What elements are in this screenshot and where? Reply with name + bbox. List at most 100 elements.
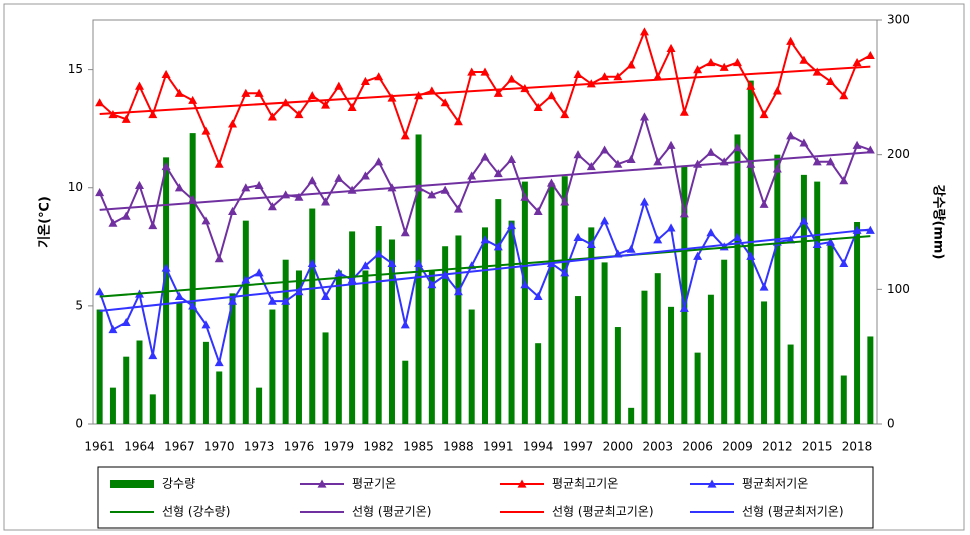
marker bbox=[148, 350, 158, 360]
marker bbox=[679, 209, 689, 218]
marker bbox=[188, 195, 198, 204]
marker bbox=[573, 69, 583, 78]
marker bbox=[214, 159, 224, 168]
marker bbox=[360, 76, 370, 86]
marker bbox=[267, 202, 277, 211]
marker bbox=[480, 235, 490, 244]
marker bbox=[387, 93, 397, 102]
marker bbox=[786, 36, 796, 45]
bar bbox=[721, 259, 728, 424]
marker bbox=[520, 280, 530, 289]
bar bbox=[840, 375, 847, 424]
bar bbox=[295, 270, 302, 424]
marker bbox=[201, 216, 211, 225]
trend-line bbox=[99, 235, 871, 298]
legend-label: 선형 (평균최고기온) bbox=[552, 505, 654, 519]
bar bbox=[428, 270, 435, 424]
marker bbox=[307, 258, 317, 267]
marker bbox=[639, 197, 649, 206]
bar bbox=[269, 309, 276, 424]
marker bbox=[746, 81, 756, 90]
y2-axis-title: 강수량(mm) bbox=[931, 185, 947, 260]
marker bbox=[799, 138, 809, 147]
bar bbox=[654, 273, 661, 424]
trend-line bbox=[99, 65, 871, 116]
legend-marker bbox=[317, 479, 327, 488]
bar bbox=[535, 343, 542, 424]
marker bbox=[586, 239, 596, 249]
marker bbox=[772, 164, 782, 173]
marker bbox=[188, 95, 198, 104]
marker bbox=[507, 74, 517, 83]
marker bbox=[626, 244, 636, 253]
marker bbox=[825, 76, 835, 86]
marker bbox=[254, 180, 264, 189]
x-tick-label: 1985 bbox=[403, 440, 434, 454]
legend-marker bbox=[517, 479, 527, 488]
bar bbox=[455, 235, 462, 424]
bar bbox=[521, 181, 528, 424]
marker bbox=[121, 211, 131, 220]
legend-label: 선형 (평균기온) bbox=[352, 505, 431, 519]
marker bbox=[294, 110, 304, 119]
marker bbox=[374, 72, 384, 81]
marker bbox=[294, 287, 304, 296]
bar bbox=[827, 244, 834, 424]
marker bbox=[228, 119, 238, 128]
marker bbox=[706, 58, 716, 67]
trend-line bbox=[99, 228, 871, 312]
marker bbox=[135, 81, 145, 90]
bar bbox=[176, 302, 183, 424]
bar bbox=[575, 296, 582, 424]
marker bbox=[759, 199, 769, 208]
x-tick-label: 1970 bbox=[204, 440, 235, 454]
bar bbox=[216, 371, 223, 424]
bar bbox=[349, 231, 356, 424]
marker bbox=[493, 242, 503, 251]
bar bbox=[681, 165, 688, 424]
legend-label: 선형 (평균최저기온) bbox=[742, 505, 844, 519]
marker bbox=[732, 143, 742, 152]
legend-border bbox=[97, 466, 874, 529]
marker bbox=[374, 157, 384, 166]
bar bbox=[189, 133, 196, 424]
marker bbox=[427, 86, 437, 95]
y-axis-title: 기온(℃) bbox=[38, 196, 53, 248]
x-tick-label: 1961 bbox=[84, 440, 115, 454]
marker bbox=[493, 88, 503, 97]
marker bbox=[626, 154, 636, 163]
x-tick-label: 2006 bbox=[682, 440, 713, 454]
marker bbox=[453, 204, 463, 213]
marker bbox=[639, 112, 649, 121]
y-tick-label: 10 bbox=[68, 180, 83, 194]
marker bbox=[812, 67, 822, 76]
bar bbox=[442, 246, 449, 424]
marker bbox=[148, 221, 158, 230]
marker bbox=[254, 268, 264, 277]
bar bbox=[588, 227, 595, 424]
marker bbox=[746, 251, 756, 260]
y-tick-label: 0 bbox=[75, 417, 83, 431]
marker bbox=[161, 69, 171, 78]
marker bbox=[573, 150, 583, 159]
x-tick-label: 1964 bbox=[124, 440, 155, 454]
marker bbox=[307, 176, 317, 185]
bar bbox=[614, 327, 621, 424]
marker bbox=[799, 216, 809, 225]
bar bbox=[854, 222, 861, 424]
marker bbox=[201, 126, 211, 135]
marker bbox=[467, 171, 477, 180]
x-tick-label: 2009 bbox=[722, 440, 753, 454]
y-tick-label: 5 bbox=[75, 298, 83, 312]
marker bbox=[626, 60, 636, 69]
marker bbox=[214, 254, 224, 263]
bar bbox=[867, 336, 874, 424]
bar bbox=[309, 208, 316, 424]
marker bbox=[174, 291, 184, 301]
marker bbox=[267, 296, 277, 305]
marker bbox=[294, 192, 304, 201]
marker bbox=[453, 117, 463, 126]
bar bbox=[814, 181, 821, 424]
bar bbox=[482, 227, 488, 424]
